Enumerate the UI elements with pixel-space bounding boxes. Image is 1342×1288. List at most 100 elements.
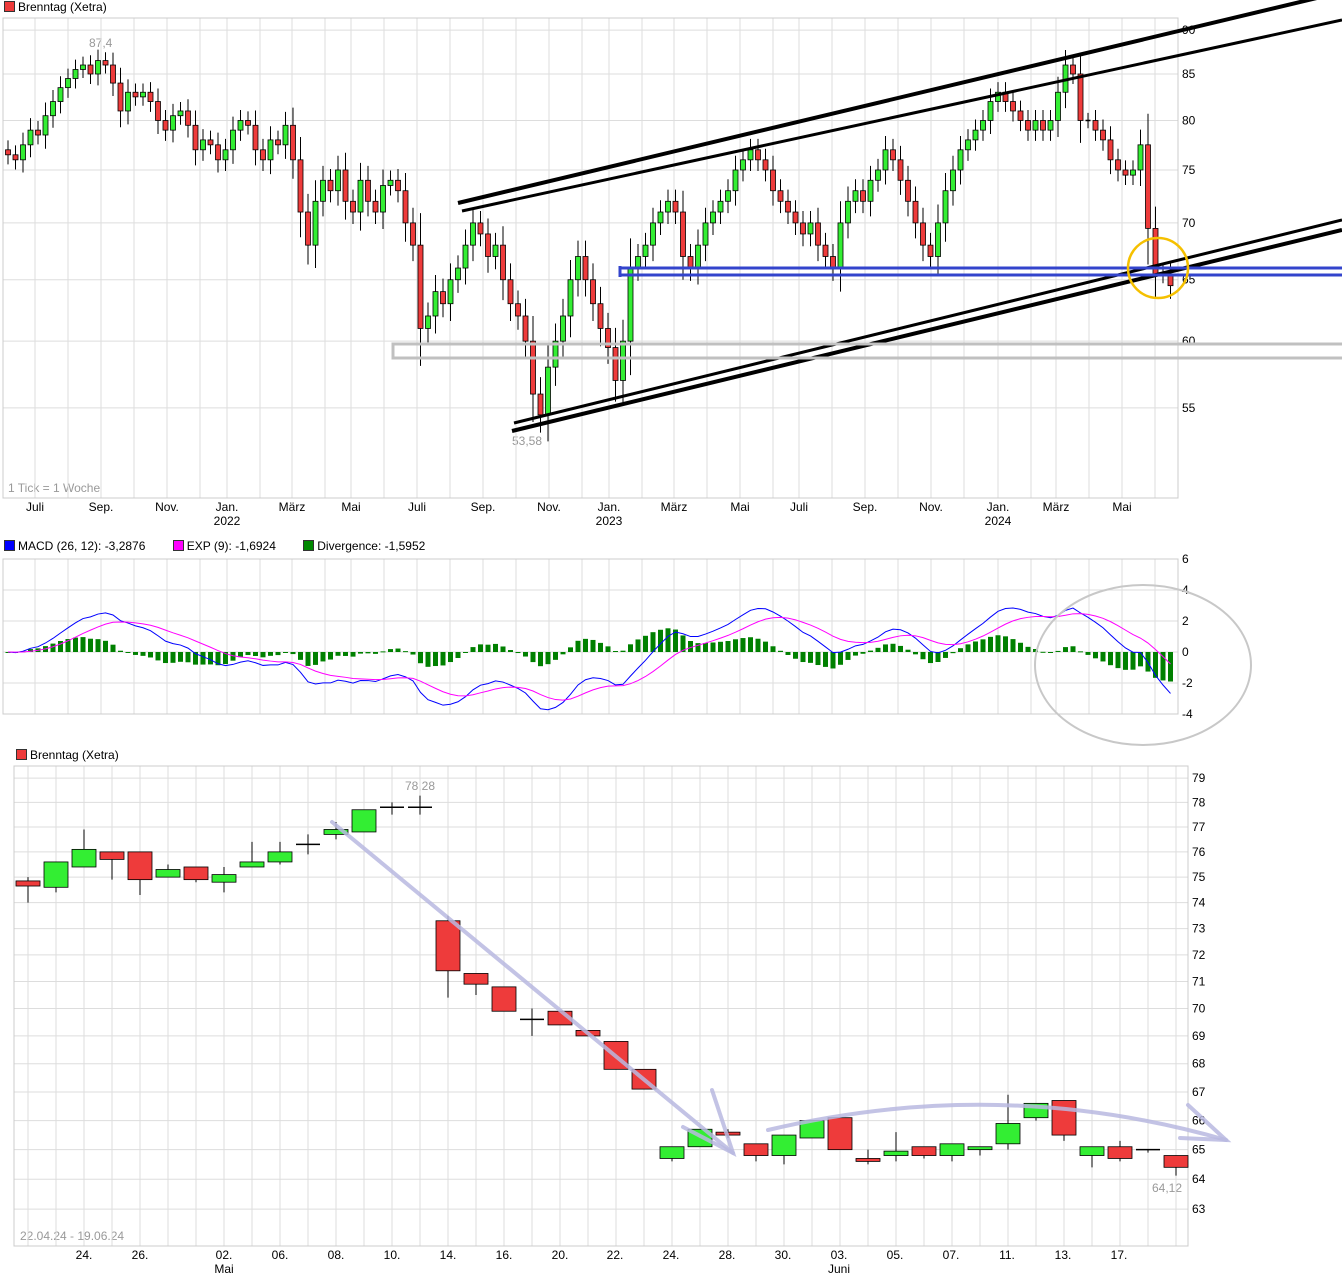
candle-body xyxy=(942,190,949,224)
divergence-bar xyxy=(1115,652,1121,669)
candle-body xyxy=(72,69,79,79)
candle-body xyxy=(852,190,859,202)
candle-body xyxy=(207,139,214,146)
candle-body xyxy=(827,1117,853,1151)
divergence-bar xyxy=(845,652,851,660)
candle-body xyxy=(147,91,154,102)
divergence-bar xyxy=(200,652,206,665)
candle-body xyxy=(357,179,364,213)
divergence-bar xyxy=(733,639,738,652)
divergence-bar xyxy=(650,632,656,652)
divergence-bar xyxy=(943,652,948,658)
x-tick-label: Sep. xyxy=(89,500,114,514)
y-tick-label: 76 xyxy=(1192,845,1206,859)
candle-body xyxy=(342,169,349,202)
divergence-bar xyxy=(470,647,476,652)
divergence-bar xyxy=(245,652,251,656)
candle-body xyxy=(725,190,731,202)
x-tick-label: 17. xyxy=(1111,1248,1128,1262)
divergence-bar xyxy=(688,641,693,652)
divergence-bar xyxy=(523,652,528,657)
candle-body xyxy=(267,851,293,863)
candle-body xyxy=(987,101,994,121)
divergence-bar xyxy=(1025,646,1031,652)
divergence-bar xyxy=(545,652,551,665)
candle-body xyxy=(665,200,671,213)
candle-body xyxy=(1017,110,1024,121)
candle-body xyxy=(237,120,244,131)
x-tick-label: 05. xyxy=(887,1248,904,1262)
divergence-bar xyxy=(478,644,483,652)
divergence-bar xyxy=(613,651,618,653)
divergence-bar xyxy=(65,639,71,652)
x-tick-label: Jan. xyxy=(598,500,621,514)
y-tick-label: 67 xyxy=(1192,1085,1206,1099)
macd-label: MACD (26, 12): -3,2876 xyxy=(18,539,146,553)
divergence-bar xyxy=(343,652,348,656)
candle-body xyxy=(771,1134,797,1156)
y-tick-label: 80 xyxy=(1182,113,1196,127)
divergence-bar xyxy=(1093,652,1098,659)
divergence-bar xyxy=(635,639,641,652)
candle-body xyxy=(200,139,206,151)
candle-body xyxy=(995,1123,1021,1145)
divergence-bar xyxy=(1100,652,1106,662)
candle-body xyxy=(447,279,454,305)
candle-body xyxy=(875,169,881,181)
divergence-bar xyxy=(1063,647,1068,652)
divergence-bar xyxy=(425,652,431,667)
y-tick-label: 72 xyxy=(1192,948,1206,962)
candle-body xyxy=(425,315,431,329)
divergence-bar xyxy=(103,640,108,652)
candle-body xyxy=(867,179,874,202)
candle-body xyxy=(522,315,529,342)
divergence-bar xyxy=(710,642,716,652)
candle-body xyxy=(747,149,754,161)
divergence-bar xyxy=(448,652,453,663)
candle-body xyxy=(1032,120,1039,131)
x-tick-label: Juli xyxy=(408,500,426,514)
candle-body xyxy=(785,200,791,213)
candle-body xyxy=(1040,120,1046,131)
candle-body xyxy=(492,244,499,257)
x-tick-label: Juli xyxy=(790,500,808,514)
divergence-bar xyxy=(973,641,978,652)
divergence-bar xyxy=(913,652,918,655)
candle-body xyxy=(222,149,229,161)
divergence-bar xyxy=(1085,652,1091,655)
candle-body xyxy=(335,169,341,192)
exp-label: EXP (9): -1,6924 xyxy=(186,539,276,553)
x-tick-label: Sep. xyxy=(471,500,496,514)
candle-body xyxy=(1100,129,1106,141)
candle-body xyxy=(1137,144,1144,171)
candle-body xyxy=(612,347,619,381)
candle-body xyxy=(140,91,146,98)
divergence-bar xyxy=(538,652,543,667)
daily-title: Brenntag (Xetra) xyxy=(30,748,119,762)
y-tick-label: 85 xyxy=(1182,67,1196,81)
candle-body xyxy=(883,1150,909,1156)
divergence-bar xyxy=(920,652,926,660)
candle-body xyxy=(1010,101,1016,112)
trend-channel-line xyxy=(457,0,1318,205)
divergence-bar xyxy=(463,652,468,653)
divergence-bar xyxy=(605,646,611,652)
y-tick-label: 71 xyxy=(1192,974,1206,988)
candle-body xyxy=(435,920,461,972)
candle-body xyxy=(260,149,266,161)
divergence-bar xyxy=(358,652,363,654)
x-tick-label: 08. xyxy=(328,1248,345,1262)
trend-channel-line xyxy=(513,218,1342,425)
x-tick-month: Juni xyxy=(828,1262,850,1276)
candle-body xyxy=(102,60,109,66)
y-tick-label: 68 xyxy=(1192,1057,1206,1071)
candle-body xyxy=(440,291,446,305)
divergence-bar xyxy=(793,652,798,659)
daily-low-label: 64,12 xyxy=(1152,1181,1183,1195)
candle-body xyxy=(491,986,517,1012)
divergence-bar xyxy=(725,641,731,652)
candle-body xyxy=(762,159,769,171)
highlight-ellipse xyxy=(1034,584,1252,746)
candle-body xyxy=(560,315,566,342)
